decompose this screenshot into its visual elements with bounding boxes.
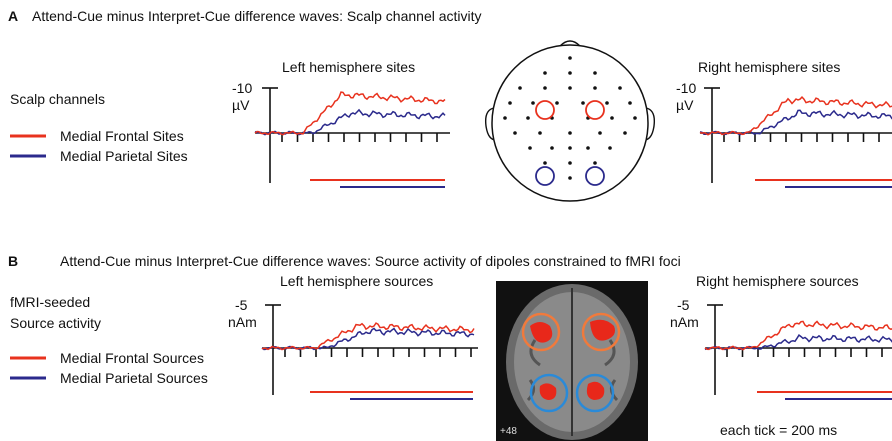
electrode xyxy=(593,71,597,75)
plot-title: Left hemisphere sites xyxy=(282,59,415,75)
electrode xyxy=(531,101,535,105)
scale-label: -10 xyxy=(676,80,696,96)
electrode xyxy=(518,86,522,90)
panel-letter: B xyxy=(8,253,18,269)
electrode xyxy=(568,131,572,135)
unit-label: µV xyxy=(232,97,250,113)
electrode xyxy=(568,56,572,60)
unit-label: nAm xyxy=(228,314,257,330)
electrode xyxy=(568,161,572,165)
electrode xyxy=(593,161,597,165)
electrode xyxy=(623,131,627,135)
electrode xyxy=(581,101,585,105)
waveform xyxy=(255,92,445,135)
page: {"panel_a":{"letter":"A","title":"Attend… xyxy=(0,0,892,441)
electrode xyxy=(568,146,572,150)
panel-title: Attend-Cue minus Interpret-Cue differenc… xyxy=(60,253,681,269)
electrode xyxy=(568,86,572,90)
unit-label: µV xyxy=(676,97,694,113)
legend-heading: Scalp channels xyxy=(10,91,105,107)
unit-label: nAm xyxy=(670,314,699,330)
brain-slice: +48 xyxy=(496,281,648,441)
legend-item: Medial Frontal Sites xyxy=(60,128,184,144)
panel-letter: A xyxy=(8,8,18,24)
waveform xyxy=(255,110,445,135)
electrode xyxy=(610,116,614,120)
electrode xyxy=(503,116,507,120)
electrode xyxy=(543,161,547,165)
scale-label: -5 xyxy=(677,297,690,313)
legend-item: Medial Parietal Sites xyxy=(60,148,188,164)
electrode xyxy=(593,86,597,90)
waveform xyxy=(262,323,474,350)
panel-title: Attend-Cue minus Interpret-Cue differenc… xyxy=(32,8,482,24)
scale-label: -10 xyxy=(232,80,252,96)
electrode xyxy=(618,86,622,90)
electrode xyxy=(568,176,572,180)
electrode xyxy=(568,71,572,75)
electrode xyxy=(513,131,517,135)
waveform xyxy=(700,110,892,134)
electrode xyxy=(586,146,590,150)
electrode xyxy=(528,146,532,150)
plot-title: Right hemisphere sources xyxy=(696,273,859,289)
legend-item: Medial Frontal Sources xyxy=(60,350,204,366)
electrode xyxy=(628,101,632,105)
slice-label: +48 xyxy=(500,426,517,437)
legend-item: Medial Parietal Sources xyxy=(60,370,208,386)
plot-title: Left hemisphere sources xyxy=(280,273,433,289)
electrode xyxy=(526,116,530,120)
electrode xyxy=(543,71,547,75)
electrode xyxy=(555,101,559,105)
electrode xyxy=(605,101,609,105)
legend-heading: fMRI-seeded xyxy=(10,294,90,310)
legend-heading: Source activity xyxy=(10,315,101,331)
electrode xyxy=(608,146,612,150)
electrode xyxy=(538,131,542,135)
electrode xyxy=(633,116,637,120)
figure: A Attend-Cue minus Interpret-Cue differe… xyxy=(0,0,892,441)
scalp-map xyxy=(486,41,655,201)
electrode xyxy=(508,101,512,105)
scale-label: -5 xyxy=(235,297,248,313)
plot-title: Right hemisphere sites xyxy=(698,59,840,75)
electrode xyxy=(550,146,554,150)
electrode xyxy=(598,131,602,135)
electrode xyxy=(543,86,547,90)
tick-note: each tick = 200 ms xyxy=(720,422,837,438)
